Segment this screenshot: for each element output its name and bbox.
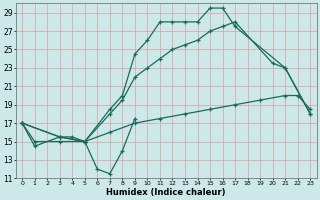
X-axis label: Humidex (Indice chaleur): Humidex (Indice chaleur) [107, 188, 226, 197]
